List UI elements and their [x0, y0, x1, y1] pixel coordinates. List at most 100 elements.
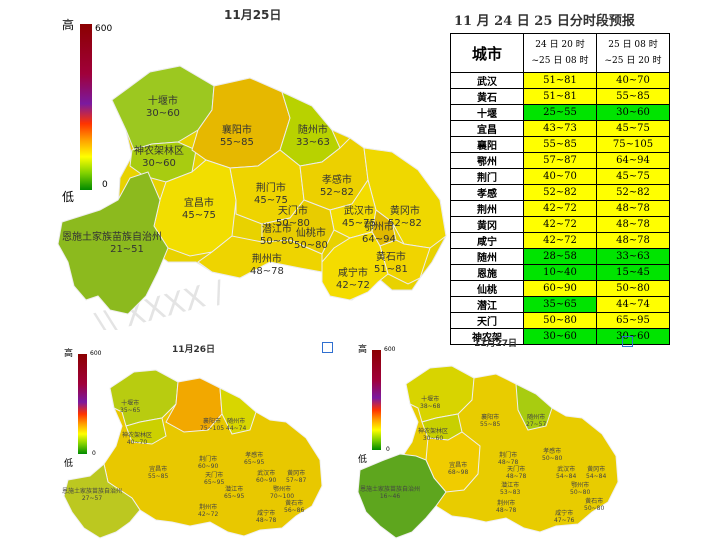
- legend-color-bar: [80, 24, 92, 190]
- row-city: 咸宁: [450, 232, 524, 249]
- table-row: 宜昌 43~73 45~75: [450, 120, 670, 137]
- map27-label-qianjiang: 潜江市 53~83: [500, 482, 521, 496]
- row-city: 孝感: [450, 184, 524, 201]
- legend26-min: 0: [92, 450, 96, 457]
- legend-high-label: 高: [62, 18, 75, 32]
- table-row: 鄂州 57~87 64~94: [450, 152, 670, 169]
- row-period-1-value: 35~65: [523, 296, 597, 313]
- legend27-bar: [372, 350, 381, 450]
- row-period-2-value: 75~105: [596, 136, 670, 153]
- map27-label-jingzhou: 荆州市 48~78: [496, 500, 517, 514]
- map26-label-ezhou: 鄂州市 70~100: [270, 486, 295, 500]
- map26-title: 11月26日: [172, 345, 216, 355]
- map26-label-qianjiang: 潜江市 65~95: [224, 486, 245, 500]
- table-header-row: 城市 24 日 20 时 ~25 日 08 时 25 日 08 时 ~25 日 20…: [450, 33, 670, 73]
- row-city: 十堰: [450, 104, 524, 121]
- row-period-2-value: 15~45: [596, 264, 670, 281]
- city-label-shiyan: 十堰市 30~60: [146, 96, 180, 119]
- city-label-ezhou: 鄂州市 64~94: [362, 222, 396, 245]
- table-row: 咸宁 42~72 48~78: [450, 232, 670, 249]
- row-period-2-value: 48~78: [596, 200, 670, 217]
- legend26-high: 高: [64, 349, 74, 359]
- city-label-enshi: 恩施土家族苗族自治州 21~51: [62, 232, 162, 255]
- row-period-1-value: 28~58: [523, 248, 597, 265]
- map26-label-jingmen: 荆门市 60~90: [198, 456, 219, 470]
- row-period-1-value: 40~70: [523, 168, 597, 185]
- print-icon-2[interactable]: [622, 336, 633, 347]
- city-label-xiaogan: 孝感市 52~82: [320, 175, 354, 198]
- row-period-2-value: 30~60: [596, 104, 670, 121]
- table-row: 黄冈 42~72 48~78: [450, 216, 670, 233]
- city-label-huanggang: 黄冈市 52~82: [388, 206, 422, 229]
- print-icon[interactable]: [322, 342, 333, 353]
- map26-label-enshi: 恩施土家族苗族自治州 27~57: [62, 488, 123, 502]
- legend26-low: 低: [64, 459, 74, 469]
- map27-label-huanggang: 黄冈市 54~84: [586, 466, 607, 480]
- city-label-yichang: 宜昌市 45~75: [182, 198, 216, 221]
- city-label-huangshi: 黄石市 51~81: [374, 252, 408, 275]
- row-period-1-value: 43~73: [523, 120, 597, 137]
- map26-label-xianning: 咸宁市 48~78: [256, 510, 277, 524]
- row-period-1-value: 10~40: [523, 264, 597, 281]
- row-period-1-value: 25~55: [523, 104, 597, 121]
- row-period-2-value: 52~82: [596, 184, 670, 201]
- city-label-suizhou: 随州市 33~63: [296, 125, 330, 148]
- city-label-jingmen: 荆门市 45~75: [254, 183, 288, 206]
- legend27-min: 0: [386, 446, 390, 453]
- row-period-2-value: 40~70: [596, 72, 670, 89]
- row-period-2-value: 45~75: [596, 168, 670, 185]
- legend26-bar: [78, 354, 87, 454]
- header-period-2: 25 日 08 时 ~25 日 20 时: [596, 33, 670, 73]
- row-period-2-value: 50~80: [596, 280, 670, 297]
- legend27-low: 低: [358, 455, 368, 465]
- row-city: 恩施: [450, 264, 524, 281]
- table-row: 随州 28~58 33~63: [450, 248, 670, 265]
- map27-label-xiaogan: 孝感市 50~80: [542, 448, 563, 462]
- map27-label-wuhan: 武汉市 54~84: [556, 466, 577, 480]
- map27-label-xianning: 咸宁市 47~76: [554, 510, 575, 524]
- table-row: 荆州 42~72 48~78: [450, 200, 670, 217]
- row-city: 仙桃: [450, 280, 524, 297]
- row-period-2-value: 55~85: [596, 88, 670, 105]
- table-row: 孝感 52~82 52~82: [450, 184, 670, 201]
- legend-low-label: 低: [62, 190, 75, 204]
- row-period-2-value: 45~75: [596, 120, 670, 137]
- table-row: 天门 50~80 65~95: [450, 312, 670, 329]
- hubei-map-main: \\ XXXX /: [57, 65, 447, 330]
- map27-label-ezhou: 鄂州市 50~80: [570, 482, 591, 496]
- row-city: 天门: [450, 312, 524, 329]
- map27-title: 11月27日: [474, 339, 518, 349]
- row-city: 随州: [450, 248, 524, 265]
- table-row: 武汉 51~81 40~70: [450, 72, 670, 89]
- region-tianmen: [261, 199, 335, 255]
- map26-label-huangshi: 黄石市 56~86: [284, 500, 305, 514]
- map26-label-xiangyang: 襄阳市 75~105: [200, 418, 225, 432]
- map27-label-tianmen: 天门市 48~78: [506, 466, 527, 480]
- row-period-1-value: 55~85: [523, 136, 597, 153]
- map27-label-jingmen: 荆门市 48~78: [498, 452, 519, 466]
- table-row: 黄石 51~81 55~85: [450, 88, 670, 105]
- map27-label-shennongjia: 神农架林区 30~60: [418, 428, 449, 442]
- map27-label-yichang: 宜昌市 68~98: [448, 462, 469, 476]
- row-period-1-value: 42~72: [523, 216, 597, 233]
- map27-label-suizhou: 随州市 27~57: [526, 414, 547, 428]
- legend27-max: 600: [384, 346, 396, 353]
- row-city: 黄冈: [450, 216, 524, 233]
- map26-legend: 高 600 0 低: [58, 346, 108, 469]
- city-label-jingzhou: 荆州市 48~78: [250, 254, 284, 277]
- map27-label-shiyan: 十堰市 38~68: [420, 396, 441, 410]
- table-row: 荆门 40~70 45~75: [450, 168, 670, 185]
- table-row: 恩施 10~40 15~45: [450, 264, 670, 281]
- row-period-1-value: 51~81: [523, 88, 597, 105]
- header-city: 城市: [450, 33, 524, 73]
- row-city: 襄阳: [450, 136, 524, 153]
- row-period-1-value: 30~60: [523, 328, 597, 345]
- row-period-1-value: 42~72: [523, 232, 597, 249]
- map26-label-huanggang: 黄冈市 57~87: [286, 470, 307, 484]
- region-enshi: [57, 171, 169, 315]
- map27-label-xiangyang: 襄阳市 55~85: [480, 414, 501, 428]
- map27-label-enshi: 恩施土家族苗族自治州 16~46: [360, 486, 421, 500]
- row-period-2-value: 33~63: [596, 248, 670, 265]
- city-label-tianmen: 天门市 50~80: [276, 206, 310, 229]
- city-label-wuhan: 武汉市 45~75: [342, 206, 376, 229]
